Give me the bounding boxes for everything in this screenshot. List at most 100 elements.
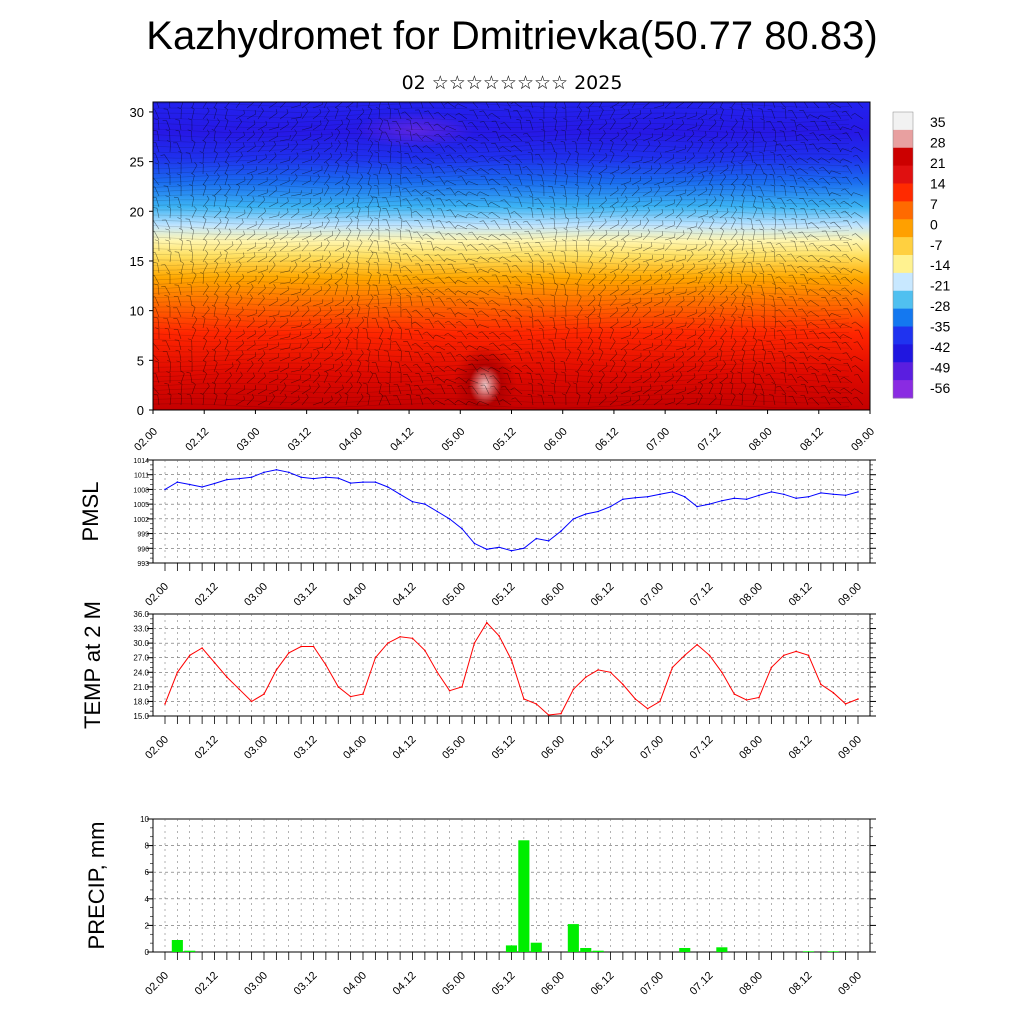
data-point	[609, 671, 612, 674]
data-point	[337, 686, 340, 688]
data-point	[547, 540, 550, 542]
xtick-label: 04.00	[341, 734, 369, 762]
pmsl-panel: 993 996 999 1002 1005 1008 1011 1014 02.00 02.12 0…	[78, 458, 876, 609]
xtick-label: 03.00	[242, 970, 270, 998]
data-point	[448, 518, 451, 520]
colorbar-label: 28	[930, 135, 946, 151]
data-point	[250, 700, 253, 703]
data-point	[646, 707, 649, 710]
colorbar-swatch	[893, 255, 913, 274]
data-point	[448, 689, 451, 692]
data-point	[560, 712, 562, 715]
data-point	[758, 494, 760, 497]
colorbar-swatch	[893, 183, 913, 202]
colorbar-label: -14	[930, 257, 950, 273]
ytick-label: 1002	[133, 517, 149, 524]
precip-bar	[679, 948, 691, 952]
data-point	[486, 621, 488, 624]
axis-ylabel: TEMP at 2 M	[80, 601, 105, 729]
ytick-label: 36.0	[133, 610, 149, 619]
temp-at-2-m-panel: 15.0 18.0 21.0 24.0 27.0 30.0 33.0 36.0 02.00 02.…	[80, 601, 876, 762]
chart-title: Kazhydromet for Dmitrievka(50.77 80.83)	[146, 14, 878, 58]
colorbar-label: -35	[930, 319, 950, 335]
data-point	[213, 482, 216, 485]
data-point	[461, 527, 463, 530]
data-point	[659, 493, 661, 496]
xtick-label: 04.00	[341, 581, 369, 609]
data-point	[535, 703, 538, 705]
heatmap-xtick-label: 05.00	[439, 426, 467, 454]
xtick-label: 03.12	[292, 581, 320, 609]
heatmap-ytick-label: 5	[137, 353, 144, 368]
colorbar-label: 14	[930, 176, 946, 192]
colorbar-swatch	[893, 344, 913, 363]
data-point	[795, 650, 797, 653]
data-point	[844, 703, 847, 705]
data-point	[857, 698, 859, 700]
data-point	[510, 659, 513, 661]
data-point	[189, 654, 191, 657]
heatmap-ytick-label: 25	[130, 155, 144, 170]
data-point	[486, 548, 488, 551]
xtick-label: 04.12	[391, 734, 419, 762]
data-point	[349, 695, 352, 698]
heatmap-xtick-label: 04.00	[337, 426, 365, 454]
axis-ylabel: PMSL	[78, 482, 103, 542]
data-point	[597, 510, 599, 513]
heatmap-ytick-label: 0	[137, 403, 144, 418]
data-point	[820, 492, 822, 494]
colorbar-swatch	[893, 237, 913, 256]
heatmap-xtick-label: 08.12	[798, 426, 826, 454]
heatmap-xtick-label: 06.12	[593, 426, 621, 454]
ytick-label: 18.0	[133, 697, 149, 706]
data-point	[634, 497, 637, 499]
data-point	[201, 647, 203, 649]
data-point	[696, 643, 698, 646]
xtick-label: 05.12	[490, 581, 518, 609]
xtick-label: 04.00	[341, 970, 369, 998]
data-point	[387, 486, 389, 488]
precip-bar	[530, 942, 542, 952]
xtick-label: 08.00	[737, 970, 765, 998]
data-point	[337, 477, 340, 479]
ytick-label: 30.0	[133, 639, 149, 648]
warm-core	[453, 345, 517, 410]
data-point	[436, 671, 439, 674]
colorbar-swatch	[893, 380, 913, 399]
xtick-label: 08.00	[737, 734, 765, 762]
colorbar-swatch	[893, 219, 913, 238]
ytick-label: 21.0	[133, 683, 149, 692]
precip-bar	[716, 947, 728, 952]
colorbar-label: -42	[930, 339, 950, 355]
data-point	[226, 478, 228, 481]
data-point	[263, 471, 265, 474]
data-point	[238, 688, 241, 691]
wind-barbs	[153, 102, 864, 406]
ytick-label: 1014	[133, 458, 149, 465]
data-point	[745, 699, 748, 701]
colorbar-label: -21	[930, 278, 950, 294]
cold-core	[355, 112, 475, 148]
data-point	[399, 636, 401, 638]
heatmap-xtick-label: 09.00	[849, 426, 877, 454]
data-point	[597, 669, 599, 671]
data-point	[275, 469, 278, 471]
data-point	[312, 645, 315, 648]
data-point	[783, 654, 785, 657]
xtick-label: 07.12	[688, 734, 716, 762]
data-point	[523, 698, 525, 700]
colorbar-label: -49	[930, 359, 950, 375]
data-point	[708, 503, 711, 505]
xtick-label: 04.12	[391, 581, 419, 609]
ytick-label: 33.0	[133, 625, 149, 634]
data-point	[176, 481, 179, 483]
precip-bar	[567, 924, 579, 952]
data-point	[176, 671, 179, 674]
data-point	[646, 496, 649, 498]
colorbar-swatch	[893, 112, 913, 131]
precip-panel: 0 2 4 6 8 10 02.00 02.12 03.00 03.12 04.00 04.12 05.…	[84, 815, 876, 998]
data-point	[189, 483, 191, 486]
xtick-label: 08.12	[787, 970, 815, 998]
data-point	[523, 547, 525, 550]
ytick-label: 1008	[133, 487, 149, 494]
